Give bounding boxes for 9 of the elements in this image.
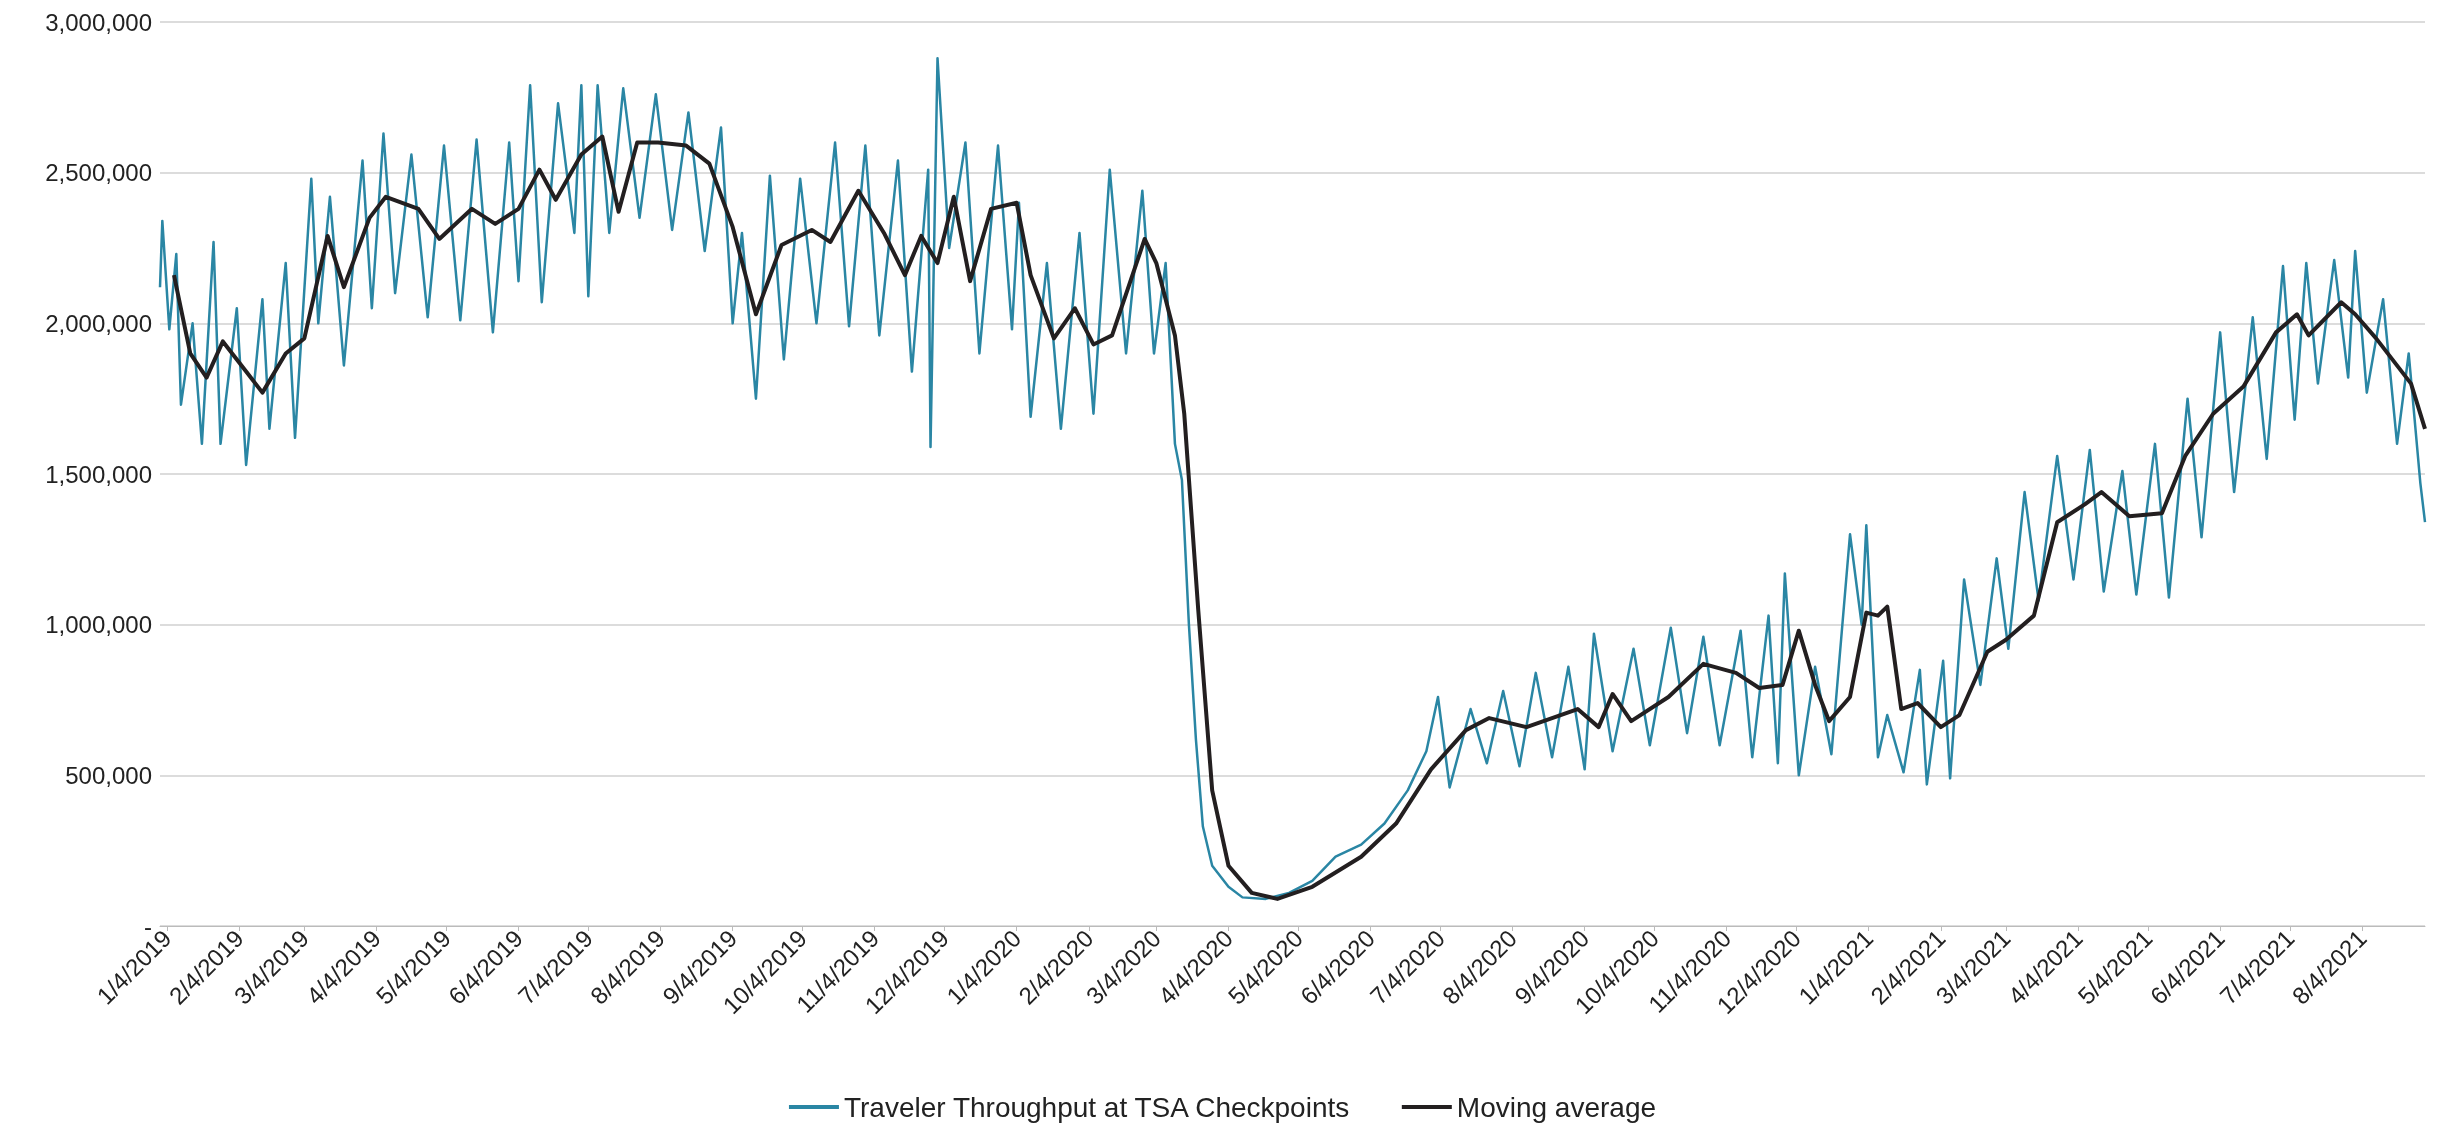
y-tick-label: 2,500,000 [45, 159, 152, 187]
legend-label: Moving average [1456, 1091, 1657, 1123]
y-tick-label: - [144, 912, 152, 940]
y-tick-label: 1,500,000 [45, 460, 152, 488]
legend-label: Traveler Throughput at TSA Checkpoints [843, 1091, 1350, 1123]
y-tick-label: 500,000 [65, 761, 152, 789]
y-tick-label: 1,000,000 [45, 611, 152, 639]
y-tick-label: 3,000,000 [45, 8, 152, 36]
y-tick-label: 2,000,000 [45, 309, 152, 337]
